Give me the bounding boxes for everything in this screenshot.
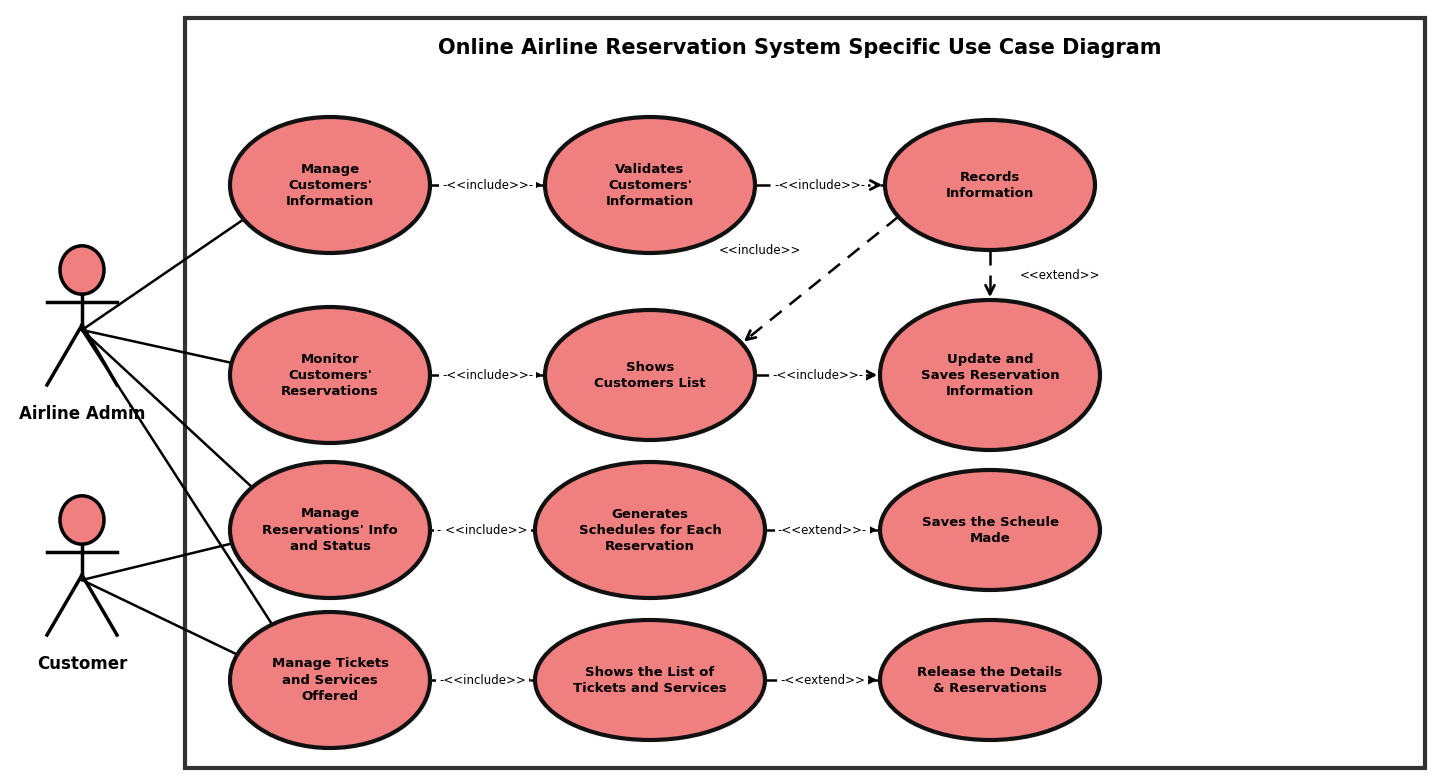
Text: Manage
Customers'
Information: Manage Customers' Information — [287, 162, 374, 208]
Text: <<extend>>: <<extend>> — [1020, 268, 1100, 281]
Ellipse shape — [544, 310, 755, 440]
Text: Saves the Scheule
Made: Saves the Scheule Made — [922, 516, 1058, 545]
Ellipse shape — [230, 117, 431, 253]
Ellipse shape — [886, 120, 1094, 250]
Ellipse shape — [880, 470, 1100, 590]
Ellipse shape — [230, 462, 431, 598]
Text: -<<include>>: -<<include>> — [439, 673, 526, 687]
Text: -<<extend>>-: -<<extend>>- — [778, 524, 867, 536]
Text: Update and
Saves Reservation
Information: Update and Saves Reservation Information — [920, 353, 1060, 397]
Text: Shows the List of
Tickets and Services: Shows the List of Tickets and Services — [573, 666, 727, 695]
Ellipse shape — [544, 117, 755, 253]
Text: Validates
Customers'
Information: Validates Customers' Information — [606, 162, 694, 208]
Text: Release the Details
& Reservations: Release the Details & Reservations — [917, 666, 1063, 695]
Text: <<include>>: <<include>> — [719, 244, 801, 256]
Text: -<<extend>>: -<<extend>> — [780, 673, 865, 687]
Ellipse shape — [60, 495, 104, 544]
Bar — [184, 18, 1426, 768]
Ellipse shape — [880, 620, 1100, 740]
Text: Online Airline Reservation System Specific Use Case Diagram: Online Airline Reservation System Specif… — [438, 38, 1162, 58]
Text: Customer: Customer — [37, 655, 127, 673]
Ellipse shape — [60, 246, 104, 294]
Ellipse shape — [536, 462, 765, 598]
Text: Monitor
Customers'
Reservations: Monitor Customers' Reservations — [281, 353, 379, 397]
Text: Shows
Customers List: Shows Customers List — [595, 361, 706, 390]
Ellipse shape — [880, 300, 1100, 450]
Text: Generates
Schedules for Each
Reservation: Generates Schedules for Each Reservation — [579, 507, 721, 553]
Text: Manage
Reservations' Info
and Status: Manage Reservations' Info and Status — [262, 507, 397, 553]
Text: -<<include>>-: -<<include>>- — [775, 179, 865, 191]
Text: -<<include>>-: -<<include>>- — [772, 368, 863, 382]
Text: Airline Admin: Airline Admin — [19, 405, 145, 423]
Text: -<<include>>-: -<<include>>- — [442, 368, 533, 382]
Ellipse shape — [230, 612, 431, 748]
Ellipse shape — [230, 307, 431, 443]
Ellipse shape — [536, 620, 765, 740]
Text: Records
Information: Records Information — [946, 170, 1034, 199]
Text: - <<include>>: - <<include>> — [438, 524, 527, 536]
Text: Manage Tickets
and Services
Offered: Manage Tickets and Services Offered — [272, 658, 389, 702]
Text: -<<include>>-: -<<include>>- — [442, 179, 533, 191]
